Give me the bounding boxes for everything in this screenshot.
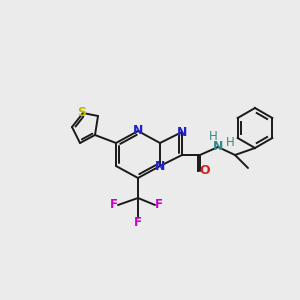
Text: F: F: [155, 199, 163, 212]
Text: S: S: [77, 106, 86, 119]
Text: F: F: [134, 215, 142, 229]
Text: H: H: [208, 130, 217, 142]
Text: H: H: [226, 136, 234, 149]
Text: N: N: [213, 140, 223, 154]
Text: N: N: [177, 125, 187, 139]
Text: F: F: [110, 199, 118, 212]
Text: N: N: [133, 124, 143, 137]
Text: O: O: [200, 164, 210, 178]
Text: N: N: [155, 160, 165, 172]
